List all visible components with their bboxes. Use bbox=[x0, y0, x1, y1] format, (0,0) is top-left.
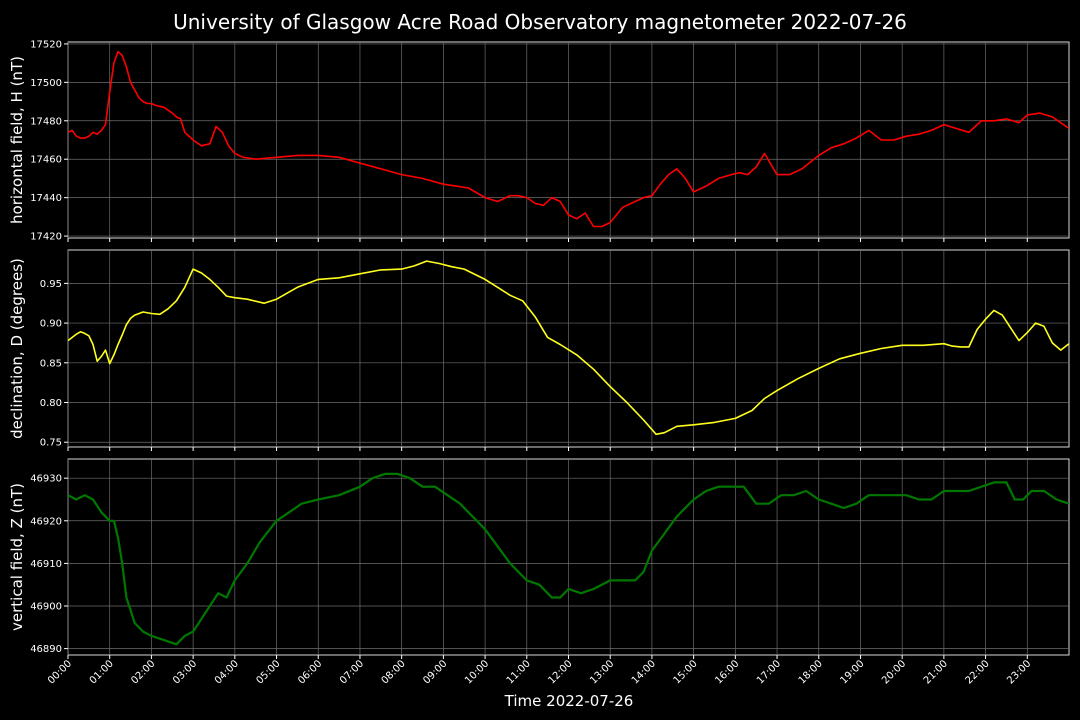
x-tick-label: 23:00 bbox=[1005, 658, 1033, 686]
x-tick-label: 20:00 bbox=[880, 658, 908, 686]
x-tick-label: 02:00 bbox=[129, 658, 157, 686]
y-tick-label: 17520 bbox=[30, 39, 62, 50]
x-tick-label: 10:00 bbox=[463, 658, 491, 686]
x-tick-label: 01:00 bbox=[88, 658, 116, 686]
x-tick-label: 08:00 bbox=[380, 658, 408, 686]
x-tick-label: 04:00 bbox=[213, 658, 241, 686]
y-tick-label: 0.95 bbox=[40, 279, 62, 290]
x-axis-label: Time 2022-07-26 bbox=[504, 692, 634, 710]
y-tick-label: 17420 bbox=[30, 232, 62, 243]
x-tick-label: 03:00 bbox=[171, 658, 199, 686]
x-tick-label: 00:00 bbox=[46, 658, 74, 686]
x-tick-label: 09:00 bbox=[421, 658, 449, 686]
x-tick-label: 22:00 bbox=[964, 658, 992, 686]
x-tick-label: 17:00 bbox=[755, 658, 783, 686]
x-tick-label: 15:00 bbox=[672, 658, 700, 686]
y-tick-label: 46920 bbox=[30, 516, 62, 527]
x-tick-label: 07:00 bbox=[338, 658, 366, 686]
x-tick-label: 11:00 bbox=[505, 658, 533, 686]
panels: 17420 17440 17460 17480 17500 17520 horizontal… bbox=[8, 39, 1070, 687]
data-series-line bbox=[68, 472, 1069, 646]
x-tick-label: 13:00 bbox=[588, 658, 616, 686]
y-axis-label: horizontal field, H (nT) bbox=[8, 56, 26, 224]
y-tick-label: 17500 bbox=[30, 78, 62, 89]
y-tick-label: 17460 bbox=[30, 155, 62, 166]
y-tick-label: 0.85 bbox=[40, 358, 62, 369]
y-tick-label: 46930 bbox=[30, 474, 62, 485]
y-tick-label: 46900 bbox=[30, 602, 62, 613]
panel-2: 0.75 0.80 0.85 0.90 0.95 declination, D (degr… bbox=[8, 249, 1070, 451]
y-axis-label: declination, D (degrees) bbox=[8, 258, 26, 439]
panel-3: 46890 46900 46910 46920 46930 vertical field,… bbox=[8, 458, 1070, 659]
x-tick-label: 19:00 bbox=[838, 658, 866, 686]
x-tick-label: 18:00 bbox=[797, 658, 825, 686]
y-tick-label: 46890 bbox=[30, 644, 62, 655]
x-tick-label: 21:00 bbox=[922, 658, 950, 686]
x-tick-label: 12:00 bbox=[546, 658, 574, 686]
x-tick-label: 14:00 bbox=[630, 658, 658, 686]
x-tick-label: 16:00 bbox=[713, 658, 741, 686]
data-series-line bbox=[68, 50, 1069, 228]
panel-1: 17420 17440 17460 17480 17500 17520 horizontal… bbox=[8, 39, 1070, 243]
y-tick-label: 0.90 bbox=[40, 319, 62, 330]
y-axis-label: vertical field, Z (nT) bbox=[8, 483, 26, 631]
chart-title: University of Glasgow Acre Road Observat… bbox=[173, 10, 907, 34]
y-tick-label: 17440 bbox=[30, 193, 62, 204]
x-tick-label: 05:00 bbox=[255, 658, 283, 686]
y-tick-label: 46910 bbox=[30, 559, 62, 570]
data-series-line bbox=[68, 260, 1069, 436]
y-tick-label: 17480 bbox=[30, 116, 62, 127]
y-tick-label: 0.75 bbox=[40, 438, 62, 449]
x-tick-label: 06:00 bbox=[296, 658, 324, 686]
y-tick-label: 0.80 bbox=[40, 398, 62, 409]
